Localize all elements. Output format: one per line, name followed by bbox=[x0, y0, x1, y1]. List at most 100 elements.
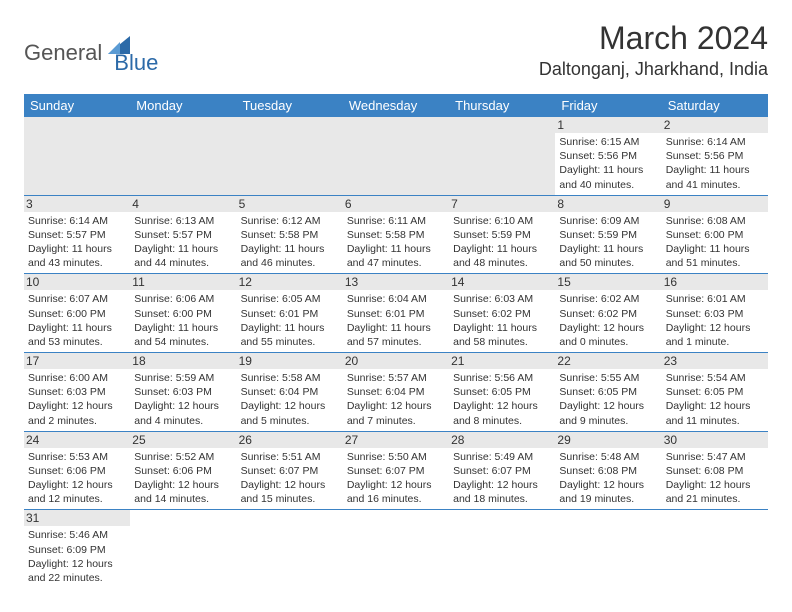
day-info: Sunrise: 6:01 AMSunset: 6:03 PMDaylight:… bbox=[666, 292, 764, 349]
day-number: 21 bbox=[449, 353, 555, 369]
day-info: Sunrise: 5:56 AMSunset: 6:05 PMDaylight:… bbox=[453, 371, 551, 428]
week-row: 24Sunrise: 5:53 AMSunset: 6:06 PMDayligh… bbox=[24, 431, 768, 510]
day-cell: 10 Sunrise: 6:07 AMSunset: 6:00 PMDayligh… bbox=[24, 274, 130, 353]
day-cell: 8 Sunrise: 6:09 AMSunset: 5:59 PMDaylight… bbox=[555, 195, 661, 274]
week-row: 17 Sunrise: 6:00 AMSunset: 6:03 PMDayligh… bbox=[24, 353, 768, 432]
day-number: 15 bbox=[555, 274, 661, 290]
day-header: Friday bbox=[555, 94, 661, 117]
logo: General Blue bbox=[24, 30, 158, 76]
day-info: Sunrise: 5:48 AMSunset: 6:08 PMDaylight:… bbox=[559, 450, 657, 507]
day-number: 28 bbox=[449, 432, 555, 448]
day-number: 2 bbox=[662, 117, 768, 133]
day-cell: 22Sunrise: 5:55 AMSunset: 6:05 PMDayligh… bbox=[555, 353, 661, 432]
day-number: 19 bbox=[237, 353, 343, 369]
day-info: Sunrise: 5:53 AMSunset: 6:06 PMDaylight:… bbox=[28, 450, 126, 507]
day-number: 26 bbox=[237, 432, 343, 448]
day-info: Sunrise: 5:57 AMSunset: 6:04 PMDaylight:… bbox=[347, 371, 445, 428]
day-number: 18 bbox=[130, 353, 236, 369]
location: Daltonganj, Jharkhand, India bbox=[539, 59, 768, 80]
day-info: Sunrise: 5:51 AMSunset: 6:07 PMDaylight:… bbox=[241, 450, 339, 507]
day-cell bbox=[343, 510, 449, 588]
day-cell: 29 Sunrise: 5:48 AMSunset: 6:08 PMDayligh… bbox=[555, 431, 661, 510]
day-cell: 6Sunrise: 6:11 AMSunset: 5:58 PMDaylight… bbox=[343, 195, 449, 274]
day-number: 1 bbox=[555, 117, 661, 133]
day-cell bbox=[237, 117, 343, 195]
day-number: 10 bbox=[24, 274, 130, 290]
day-cell: 19Sunrise: 5:58 AMSunset: 6:04 PMDayligh… bbox=[237, 353, 343, 432]
day-number: 23 bbox=[662, 353, 768, 369]
day-info: Sunrise: 6:02 AMSunset: 6:02 PMDaylight:… bbox=[559, 292, 657, 349]
week-row: 31Sunrise: 5:46 AMSunset: 6:09 PMDayligh… bbox=[24, 510, 768, 588]
day-cell: 14Sunrise: 6:03 AMSunset: 6:02 PMDayligh… bbox=[449, 274, 555, 353]
day-cell: 12Sunrise: 6:05 AMSunset: 6:01 PMDayligh… bbox=[237, 274, 343, 353]
day-info: Sunrise: 6:09 AMSunset: 5:59 PMDaylight:… bbox=[559, 214, 657, 271]
day-cell bbox=[343, 117, 449, 195]
day-cell: 21 Sunrise: 5:56 AMSunset: 6:05 PMDayligh… bbox=[449, 353, 555, 432]
day-number: 17 bbox=[24, 353, 130, 369]
day-cell: 15 Sunrise: 6:02 AMSunset: 6:02 PMDayligh… bbox=[555, 274, 661, 353]
week-row: 1 Sunrise: 6:15 AMSunset: 5:56 PMDaylight… bbox=[24, 117, 768, 195]
day-cell: 5Sunrise: 6:12 AMSunset: 5:58 PMDaylight… bbox=[237, 195, 343, 274]
day-cell bbox=[237, 510, 343, 588]
day-cell bbox=[130, 510, 236, 588]
logo-text-general: General bbox=[24, 40, 102, 66]
day-number: 13 bbox=[343, 274, 449, 290]
day-cell bbox=[449, 117, 555, 195]
day-cell: 30 Sunrise: 5:47 AMSunset: 6:08 PMDayligh… bbox=[662, 431, 768, 510]
day-cell: 25 Sunrise: 5:52 AMSunset: 6:06 PMDayligh… bbox=[130, 431, 236, 510]
day-header: Saturday bbox=[662, 94, 768, 117]
day-info: Sunrise: 6:15 AMSunset: 5:56 PMDaylight:… bbox=[559, 135, 657, 192]
day-cell: 27 Sunrise: 5:50 AMSunset: 6:07 PMDayligh… bbox=[343, 431, 449, 510]
calendar-table: SundayMondayTuesdayWednesdayThursdayFrid… bbox=[24, 94, 768, 588]
day-header: Tuesday bbox=[237, 94, 343, 117]
header: General Blue March 2024 Daltonganj, Jhar… bbox=[24, 20, 768, 80]
day-cell bbox=[130, 117, 236, 195]
day-info: Sunrise: 5:55 AMSunset: 6:05 PMDaylight:… bbox=[559, 371, 657, 428]
day-number: 7 bbox=[449, 196, 555, 212]
day-number: 30 bbox=[662, 432, 768, 448]
week-row: 10 Sunrise: 6:07 AMSunset: 6:00 PMDayligh… bbox=[24, 274, 768, 353]
day-info: Sunrise: 6:10 AMSunset: 5:59 PMDaylight:… bbox=[453, 214, 551, 271]
day-cell: 3 Sunrise: 6:14 AMSunset: 5:57 PMDaylight… bbox=[24, 195, 130, 274]
day-cell bbox=[555, 510, 661, 588]
day-info: Sunrise: 5:54 AMSunset: 6:05 PMDaylight:… bbox=[666, 371, 764, 428]
day-number: 25 bbox=[130, 432, 236, 448]
day-info: Sunrise: 6:14 AMSunset: 5:57 PMDaylight:… bbox=[28, 214, 126, 271]
day-cell: 9Sunrise: 6:08 AMSunset: 6:00 PMDaylight… bbox=[662, 195, 768, 274]
day-info: Sunrise: 6:07 AMSunset: 6:00 PMDaylight:… bbox=[28, 292, 126, 349]
day-number: 12 bbox=[237, 274, 343, 290]
day-cell: 17 Sunrise: 6:00 AMSunset: 6:03 PMDayligh… bbox=[24, 353, 130, 432]
day-header: Wednesday bbox=[343, 94, 449, 117]
day-number: 31 bbox=[24, 510, 130, 526]
day-cell: 7 Sunrise: 6:10 AMSunset: 5:59 PMDaylight… bbox=[449, 195, 555, 274]
day-info: Sunrise: 6:11 AMSunset: 5:58 PMDaylight:… bbox=[347, 214, 445, 271]
day-number: 29 bbox=[555, 432, 661, 448]
day-number: 4 bbox=[130, 196, 236, 212]
day-cell: 11Sunrise: 6:06 AMSunset: 6:00 PMDayligh… bbox=[130, 274, 236, 353]
day-info: Sunrise: 6:12 AMSunset: 5:58 PMDaylight:… bbox=[241, 214, 339, 271]
calendar-body: 1 Sunrise: 6:15 AMSunset: 5:56 PMDaylight… bbox=[24, 117, 768, 588]
day-header: Thursday bbox=[449, 94, 555, 117]
day-number: 9 bbox=[662, 196, 768, 212]
day-number: 27 bbox=[343, 432, 449, 448]
day-info: Sunrise: 5:52 AMSunset: 6:06 PMDaylight:… bbox=[134, 450, 232, 507]
day-cell: 4 Sunrise: 6:13 AMSunset: 5:57 PMDaylight… bbox=[130, 195, 236, 274]
day-info: Sunrise: 5:47 AMSunset: 6:08 PMDaylight:… bbox=[666, 450, 764, 507]
day-number: 8 bbox=[555, 196, 661, 212]
day-number: 3 bbox=[24, 196, 130, 212]
day-cell: 23 Sunrise: 5:54 AMSunset: 6:05 PMDayligh… bbox=[662, 353, 768, 432]
day-cell: 24Sunrise: 5:53 AMSunset: 6:06 PMDayligh… bbox=[24, 431, 130, 510]
day-header-row: SundayMondayTuesdayWednesdayThursdayFrid… bbox=[24, 94, 768, 117]
day-info: Sunrise: 5:50 AMSunset: 6:07 PMDaylight:… bbox=[347, 450, 445, 507]
day-cell: 28 Sunrise: 5:49 AMSunset: 6:07 PMDayligh… bbox=[449, 431, 555, 510]
month-title: March 2024 bbox=[539, 20, 768, 57]
day-cell: 18Sunrise: 5:59 AMSunset: 6:03 PMDayligh… bbox=[130, 353, 236, 432]
day-info: Sunrise: 6:03 AMSunset: 6:02 PMDaylight:… bbox=[453, 292, 551, 349]
day-info: Sunrise: 6:13 AMSunset: 5:57 PMDaylight:… bbox=[134, 214, 232, 271]
day-info: Sunrise: 6:00 AMSunset: 6:03 PMDaylight:… bbox=[28, 371, 126, 428]
day-info: Sunrise: 5:49 AMSunset: 6:07 PMDaylight:… bbox=[453, 450, 551, 507]
day-cell: 13 Sunrise: 6:04 AMSunset: 6:01 PMDayligh… bbox=[343, 274, 449, 353]
day-info: Sunrise: 6:04 AMSunset: 6:01 PMDaylight:… bbox=[347, 292, 445, 349]
day-number: 20 bbox=[343, 353, 449, 369]
day-header: Monday bbox=[130, 94, 236, 117]
